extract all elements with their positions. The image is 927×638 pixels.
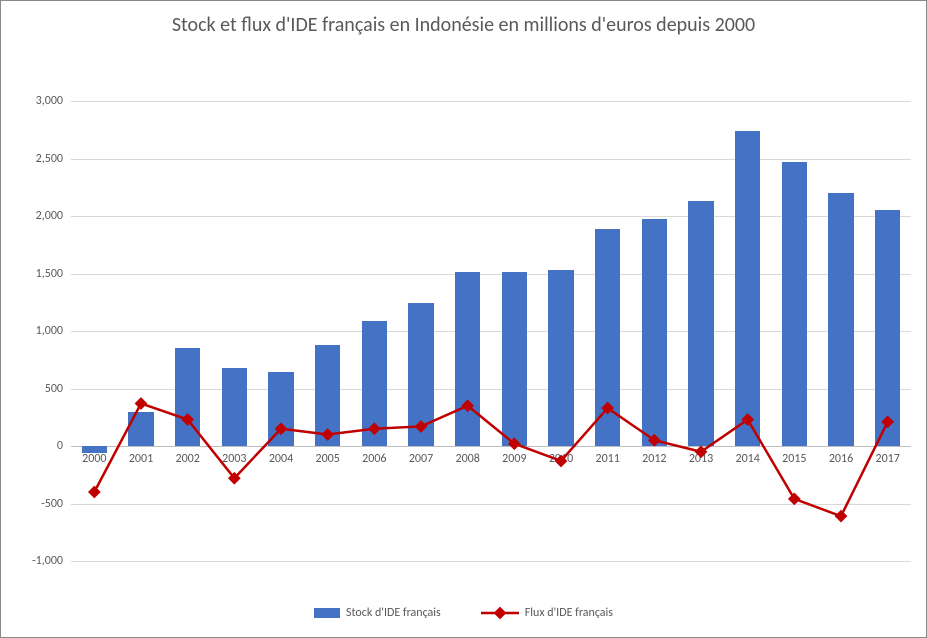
y-axis-label: 3,000 <box>11 94 71 108</box>
y-axis-label: 1,000 <box>11 324 71 338</box>
legend-label-flux: Flux d'IDE français <box>525 606 613 620</box>
chart-title: Stock et flux d'IDE français en Indonési… <box>1 1 926 46</box>
legend-bar-swatch <box>314 608 340 618</box>
legend-item-flux: Flux d'IDE français <box>481 605 613 621</box>
line-series <box>71 101 911 561</box>
gridline <box>71 561 911 562</box>
y-axis-label: 500 <box>11 382 71 396</box>
chart-container: Stock et flux d'IDE français en Indonési… <box>0 0 927 638</box>
y-axis-label: -500 <box>11 497 71 511</box>
y-axis-label: 2,000 <box>11 209 71 223</box>
plot-area: -1,000-50005001,0001,5002,0002,5003,0002… <box>71 101 911 561</box>
y-axis-label: 0 <box>11 439 71 453</box>
y-axis-label: 1,500 <box>11 267 71 281</box>
y-axis-label: -1,000 <box>11 554 71 568</box>
y-axis-label: 2,500 <box>11 152 71 166</box>
legend-item-stock: Stock d'IDE français <box>314 606 441 620</box>
legend-label-stock: Stock d'IDE français <box>346 606 441 620</box>
legend-line-swatch <box>481 605 519 621</box>
legend: Stock d'IDE français Flux d'IDE français <box>1 605 926 621</box>
